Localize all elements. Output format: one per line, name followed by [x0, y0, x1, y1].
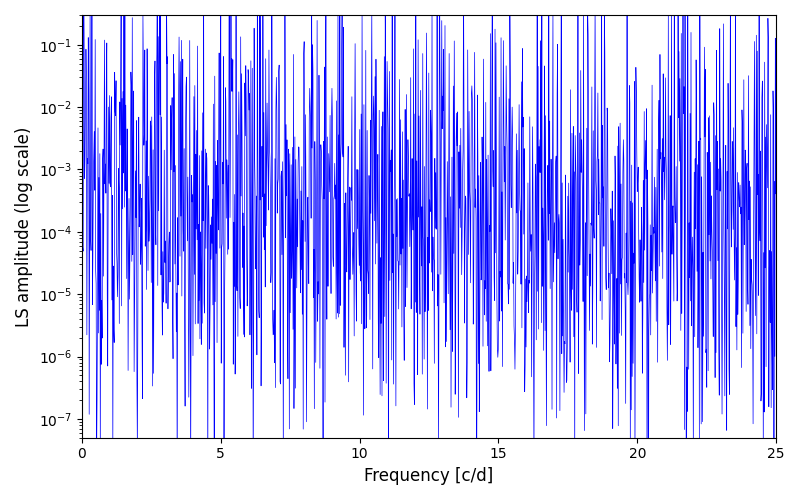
Y-axis label: LS amplitude (log scale): LS amplitude (log scale) [15, 126, 33, 326]
X-axis label: Frequency [c/d]: Frequency [c/d] [364, 467, 494, 485]
